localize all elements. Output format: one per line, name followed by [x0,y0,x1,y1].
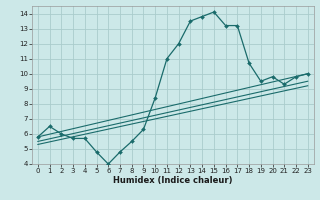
X-axis label: Humidex (Indice chaleur): Humidex (Indice chaleur) [113,176,233,185]
